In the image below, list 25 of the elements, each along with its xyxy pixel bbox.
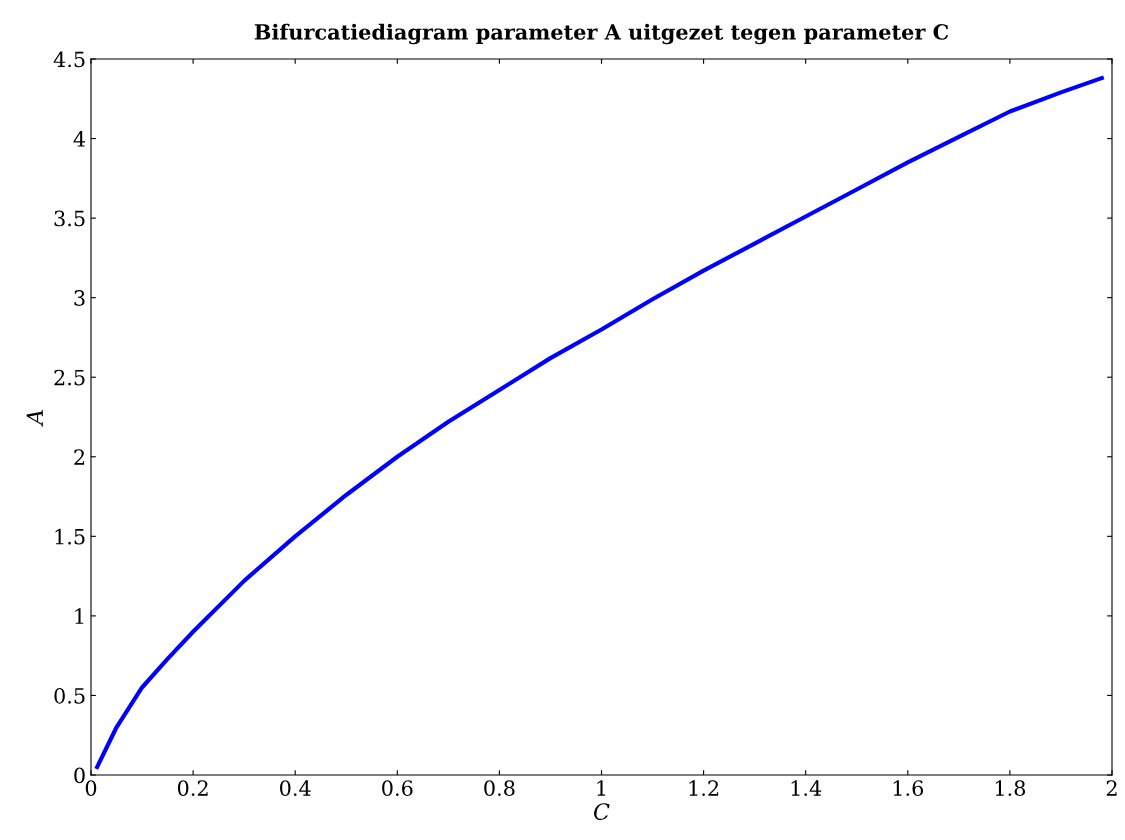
x-tick-label: 1.8 xyxy=(995,780,1026,796)
y-tick-label: 2 xyxy=(74,449,85,465)
y-tick-label: 1.5 xyxy=(55,528,85,545)
y-axis-title: A xyxy=(26,410,43,427)
y-tick-label: 0.5 xyxy=(54,687,85,704)
line-series xyxy=(95,76,1104,770)
x-tick-label: 2 xyxy=(1106,780,1117,796)
y-tick-label: 3.5 xyxy=(54,210,85,227)
chart-title: Bifurcatiediagram parameter A uitgezet tegen parameter C xyxy=(254,23,949,45)
x-tick-label: 1.4 xyxy=(791,780,822,796)
y-tick-label: 1 xyxy=(75,608,84,624)
y-tick-label: 0 xyxy=(74,767,85,784)
y-tick-label: 2.5 xyxy=(54,369,85,386)
x-tick-label: 1 xyxy=(597,780,606,796)
x-tick-label: 0.8 xyxy=(484,780,515,796)
x-tick-label: 0.6 xyxy=(382,780,413,796)
x-tick-label: 0.2 xyxy=(177,780,208,796)
x-tick-label: 0 xyxy=(85,780,97,796)
y-tick-label: 4 xyxy=(73,131,86,147)
x-tick-label: 0.4 xyxy=(280,780,311,796)
y-tick-label: 4.5 xyxy=(53,51,85,68)
x-tick-label: 1.2 xyxy=(689,780,719,796)
x-axis-title: C xyxy=(594,803,610,820)
y-tick-label: 3 xyxy=(74,290,85,306)
x-tick-label: 1.6 xyxy=(893,780,924,796)
